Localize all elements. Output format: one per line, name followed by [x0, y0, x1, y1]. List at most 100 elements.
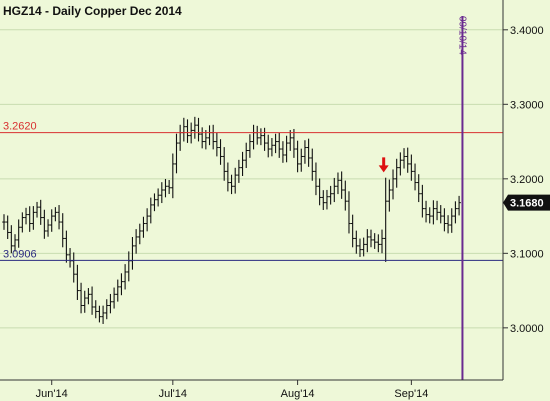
last-price-box [503, 194, 550, 211]
y-axis-ticks: 3.4000 3.3000 3.2000 3.1000 3.0000 [503, 25, 544, 335]
ohlc-bar [449, 208, 454, 233]
ohlc-bar [93, 300, 98, 319]
ohlc-bar [391, 169, 395, 200]
ohlc-bar [31, 206, 36, 230]
ohlc-bar [167, 180, 171, 195]
ohlc-bar [5, 215, 10, 239]
ohlc-bar [317, 178, 322, 206]
x-axis-ticks: Jun'14 Jul'14 Aug'14 Sep'14 [36, 380, 428, 400]
ohlc-bar [453, 201, 458, 224]
ohlc-bar [215, 132, 219, 157]
x-tick-label: Jul'14 [159, 388, 187, 400]
ohlc-bar [369, 229, 373, 248]
x-tick-label: Sep'14 [394, 388, 428, 400]
ohlc-bar [339, 171, 344, 199]
ohlc-bar [321, 190, 326, 210]
y-tick-label: 3.3000 [510, 99, 544, 111]
x-tick-label: Jun'14 [36, 388, 68, 400]
ohlc-bar [13, 234, 17, 252]
ohlc-bar [222, 147, 226, 181]
arrow-shaft [382, 157, 386, 167]
y-tick-label: 3.1000 [510, 248, 544, 260]
ohlc-bar [372, 233, 377, 249]
ohlc-bar [237, 159, 241, 183]
ohlc-bar [310, 148, 315, 181]
ohlc-bar [53, 207, 58, 222]
ohlc-bar [288, 130, 293, 151]
ohlc-bar [273, 133, 278, 154]
ohlc-bar [46, 219, 50, 237]
ohlc-bar [442, 208, 447, 232]
ohlc-bar [42, 209, 47, 239]
y-tick-label: 3.4000 [510, 25, 544, 37]
ohlc-bar [328, 185, 333, 205]
ohlc-bar [60, 213, 65, 248]
ohlc-bar [427, 207, 432, 224]
ohlc-bar [361, 237, 366, 257]
ohlc-bar [435, 200, 439, 221]
ohlc-bar [171, 153, 175, 199]
ohlc-bar [134, 229, 138, 254]
y-tick-label: 3.2000 [510, 174, 544, 186]
ohlc-bar [244, 142, 249, 169]
arrow-head [378, 165, 389, 173]
ohlc-bar [299, 148, 304, 172]
y-tick-label: 3.0000 [510, 323, 544, 335]
last-price-tag: 3.1680 [503, 194, 550, 211]
ohlc-bar [446, 215, 450, 234]
ohlc-bar [420, 184, 425, 218]
ohlc-bar [380, 229, 384, 254]
ohlc-bar [394, 158, 399, 188]
ohlc-bar [20, 212, 25, 233]
date-marker: 09/10/14 [456, 16, 467, 380]
ohlc-bar [119, 273, 124, 296]
x-tick-label: Aug'14 [281, 388, 315, 400]
ohlc-bar [104, 299, 109, 320]
ohlc-bar [405, 147, 410, 173]
ohlc-bar [24, 207, 28, 225]
ohlc-bar [123, 264, 127, 290]
ohlc-bar [270, 137, 274, 157]
ohlc-bar [457, 195, 461, 216]
ohlc-bar [266, 134, 271, 158]
ohlc-bar [343, 180, 348, 211]
ohlc-bar [97, 305, 102, 323]
price-levels: 3.2620 3.0906 [0, 121, 503, 261]
ohlc-bar [137, 223, 142, 245]
ohlc-bar [75, 264, 80, 300]
ohlc-bar [376, 234, 381, 253]
ohlc-bar [112, 287, 116, 309]
grid-lines [0, 29, 503, 329]
ohlc-bar [16, 219, 21, 248]
ohlc-bar [86, 288, 91, 305]
ohlc-bar [240, 151, 245, 176]
ohlc-bar [9, 225, 14, 254]
arrow-annotation [378, 157, 389, 173]
ohlc-bar [259, 128, 263, 146]
ohlc-bar [431, 200, 436, 225]
ohlc-bar [409, 154, 414, 181]
ohlc-bar [229, 174, 234, 195]
ohlc-bar [332, 177, 337, 203]
ohlc-bar [387, 179, 392, 212]
ohlc-bar [295, 140, 300, 173]
ohlc-bar [145, 208, 149, 232]
ohlc-bar [185, 119, 190, 143]
ohlc-bar [354, 230, 359, 254]
ohlc-bar [402, 148, 406, 169]
ohlc-bar [416, 174, 421, 203]
ohlc-bar [79, 282, 83, 314]
ohlc-bar [284, 135, 289, 163]
ohlc-bar [383, 177, 388, 262]
ohlc-bar [233, 167, 238, 194]
ohlc-bar [160, 182, 164, 204]
ohlc-bar [424, 200, 428, 223]
ohlc-bar [347, 191, 351, 234]
ohlc-bar [174, 133, 179, 174]
ohlc-bar [218, 139, 223, 165]
ohlc-bar [2, 214, 6, 230]
ohlc-bar [438, 205, 443, 224]
ohlc-bar [108, 293, 113, 314]
